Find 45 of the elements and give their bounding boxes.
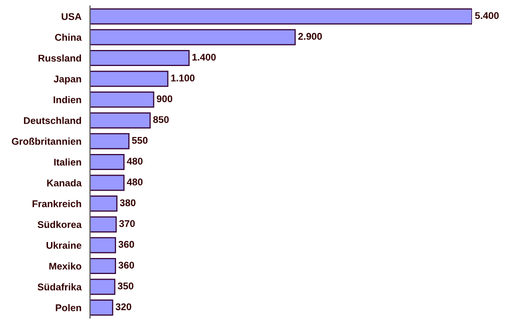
bar <box>90 258 116 274</box>
y-tick-label: Deutschland <box>24 116 82 124</box>
bar <box>90 174 125 191</box>
y-tick-label: Südafrika <box>38 283 82 290</box>
y-tick-label: Südkorea <box>38 220 82 228</box>
data-label: 480 <box>126 178 143 186</box>
data-label: 1.100 <box>171 74 195 82</box>
data-label: 550 <box>132 136 148 144</box>
data-label: 480 <box>126 158 143 165</box>
y-tick-label: Frankreich <box>32 200 82 208</box>
y-tick-label: Großbritannien <box>12 138 82 145</box>
bar <box>90 29 296 46</box>
data-label: 1.400 <box>192 54 216 61</box>
y-tick-label: Polen <box>56 304 82 312</box>
bar <box>90 92 154 108</box>
bar <box>90 278 116 295</box>
bar <box>90 154 125 170</box>
data-label: 370 <box>119 220 135 228</box>
data-label: 350 <box>118 282 134 290</box>
y-tick-label: Ukraine <box>46 242 82 249</box>
bar <box>90 216 117 232</box>
data-label: 2.900 <box>298 32 322 40</box>
y-tick-label: Mexiko <box>49 262 82 270</box>
data-label: 320 <box>116 303 132 310</box>
bar <box>90 70 168 87</box>
bar <box>90 133 130 150</box>
y-tick-label: Italien <box>54 158 82 166</box>
data-label: 900 <box>156 95 172 102</box>
y-tick-label: China <box>55 34 82 41</box>
y-tick-label: Russland <box>38 54 82 62</box>
bar <box>90 237 116 254</box>
bar <box>90 196 118 212</box>
bar <box>90 112 151 128</box>
y-tick-label: Indien <box>54 96 82 104</box>
y-tick-label: USA <box>62 13 82 20</box>
data-label: 850 <box>153 116 169 124</box>
bar <box>90 50 190 66</box>
bar <box>90 300 114 316</box>
data-label: 360 <box>118 262 134 269</box>
y-tick-label: Japan <box>54 76 82 84</box>
data-label: 380 <box>120 199 136 206</box>
y-tick-label: Kanada <box>47 179 82 186</box>
data-label: 5.400 <box>475 12 499 20</box>
data-label: 360 <box>118 240 134 248</box>
bar <box>90 8 472 24</box>
